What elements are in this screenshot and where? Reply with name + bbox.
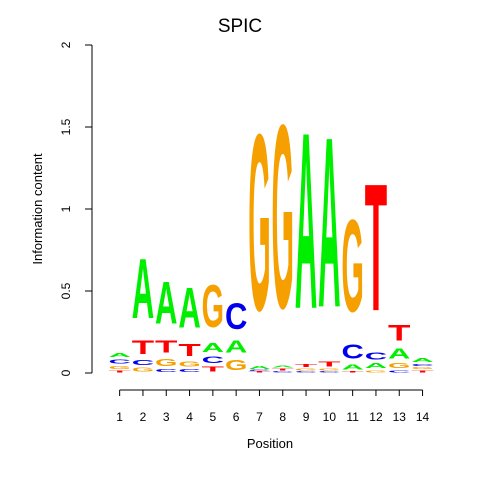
letter-C: C	[225, 296, 247, 337]
x-tick-label: 9	[303, 410, 310, 424]
y-tick-label: 1	[59, 205, 73, 212]
x-tick-label: 10	[323, 410, 337, 424]
letter-G: G	[178, 360, 200, 368]
letter-G: G	[132, 367, 154, 373]
letter-G: G	[202, 272, 224, 340]
letter-C: C	[411, 363, 434, 366]
letter-A: A	[202, 340, 224, 355]
y-tick-label: 0	[59, 369, 73, 376]
letter-A: A	[155, 271, 177, 338]
letter-G: G	[318, 368, 340, 371]
x-tick-label: 8	[279, 410, 286, 424]
x-tick-label: 11	[346, 410, 359, 424]
x-tick-label: 13	[393, 410, 407, 424]
letter-T: T	[365, 145, 387, 349]
x-tick-label: 7	[256, 410, 263, 424]
letter-T: T	[341, 371, 364, 373]
letter-A: A	[108, 352, 130, 359]
letter-A: A	[178, 275, 200, 340]
x-tick-label: 2	[140, 410, 147, 424]
letter-C: C	[155, 368, 177, 373]
letter-C: C	[318, 371, 341, 373]
x-tick-label: 1	[116, 410, 123, 424]
letter-A: A	[225, 337, 247, 357]
chart-title: SPIC	[218, 16, 262, 37]
x-tick-label: 14	[416, 410, 430, 424]
letter-T: T	[248, 371, 271, 373]
position-stack: GAC	[225, 296, 247, 372]
letter-A: A	[411, 357, 433, 364]
y-tick-label: 0.5	[59, 282, 73, 299]
letter-C: C	[108, 358, 130, 365]
letter-G: G	[388, 362, 410, 370]
letter-T: T	[411, 370, 434, 373]
letter-G: G	[155, 356, 177, 368]
letter-C: C	[388, 370, 411, 373]
y-axis: 0 0.5 1 1.5 2	[59, 41, 92, 376]
x-tick-label: 4	[186, 410, 193, 424]
letter-G: G	[365, 370, 387, 373]
letter-C: C	[365, 350, 388, 362]
x-axis: 1 2 3 4 5 6 7 8 9 10 11 12 13 14	[116, 390, 429, 424]
y-tick-label: 2	[59, 41, 73, 48]
letter-C: C	[248, 370, 271, 372]
x-axis-title: Position	[247, 436, 293, 451]
letter-T: T	[132, 338, 155, 359]
letter-A: A	[388, 346, 410, 362]
letter-T: T	[295, 363, 317, 368]
letter-T: T	[202, 365, 224, 373]
letter-T: T	[108, 370, 131, 373]
letter-T: T	[318, 360, 340, 368]
letter-G: G	[295, 368, 317, 371]
letter-A: A	[272, 365, 295, 368]
letter-A: A	[318, 86, 340, 358]
letter-stacks: TGCAGCTACGTACGTATCAGGACTCAGCTAGCGTACGTAT…	[108, 70, 433, 374]
letter-C: C	[295, 371, 318, 373]
x-tick-label: 12	[369, 410, 383, 424]
letter-G: G	[411, 366, 433, 369]
letter-T: T	[178, 341, 201, 361]
letter-G: G	[225, 356, 247, 373]
letter-C: C	[178, 368, 200, 373]
x-tick-label: 6	[233, 410, 240, 424]
letter-T: T	[388, 321, 411, 345]
y-tick-label: 1.5	[59, 118, 73, 135]
letter-T: T	[155, 337, 178, 357]
letter-C: C	[202, 355, 224, 365]
x-tick-label: 5	[210, 410, 217, 424]
letter-A: A	[341, 363, 363, 371]
letter-A: A	[365, 362, 387, 370]
y-axis-title: Information content	[30, 153, 45, 265]
x-tick-label: 3	[163, 410, 170, 424]
letter-A: A	[248, 365, 270, 370]
letter-T: T	[272, 368, 295, 371]
letter-C: C	[272, 371, 295, 373]
letter-A: A	[295, 82, 317, 363]
letter-C: C	[341, 340, 363, 363]
letter-G: G	[108, 365, 130, 370]
letter-G: G	[248, 82, 270, 363]
letter-C: C	[132, 358, 154, 366]
letter-A: A	[132, 241, 154, 337]
letter-G: G	[272, 70, 294, 364]
letter-G: G	[341, 194, 363, 340]
